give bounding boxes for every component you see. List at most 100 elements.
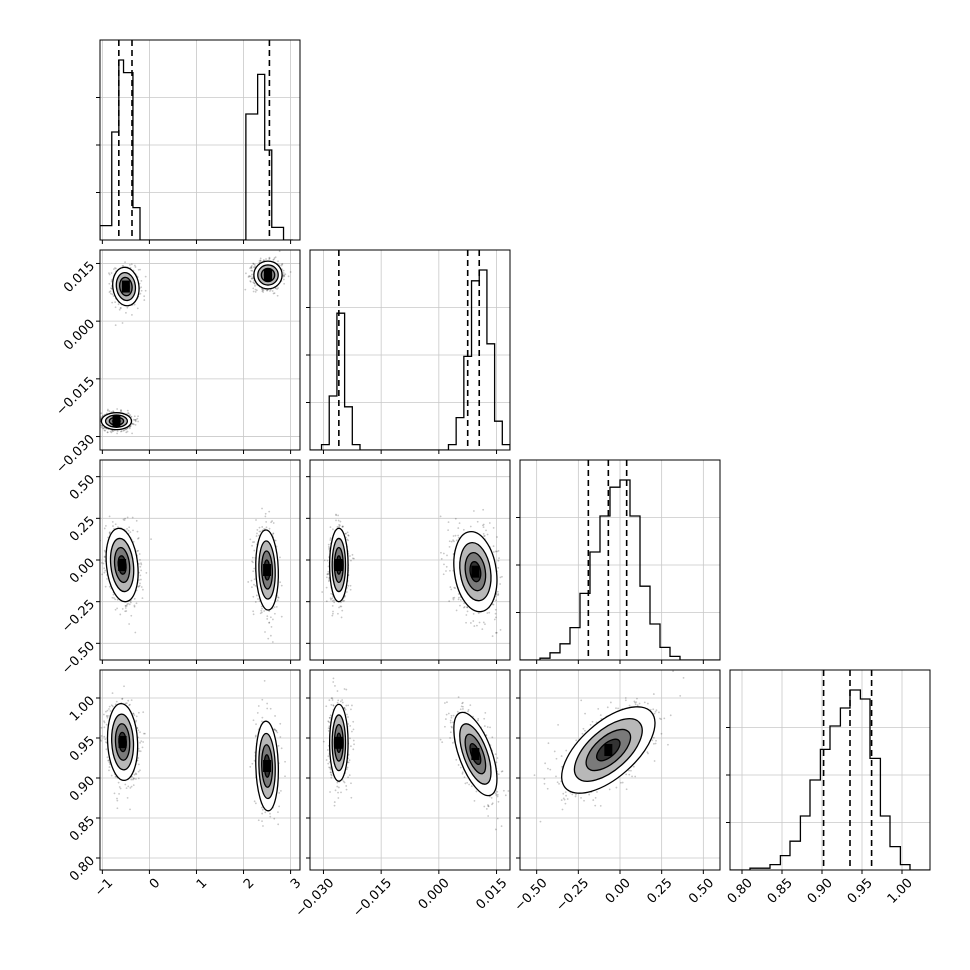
sample-point [278,250,281,253]
sample-point [327,545,330,548]
sample-point [339,520,342,523]
sample-point [466,610,469,613]
sample-point [463,602,466,605]
sample-point [134,419,137,421]
sample-point [134,423,137,426]
sample-point [272,533,275,535]
sample-point [494,608,497,611]
sample-point [116,430,119,432]
sample-point [347,534,350,537]
sample-point [103,549,106,552]
sample-point [116,607,118,610]
sample-point [93,428,95,430]
sample-point [126,516,129,519]
sample-point [112,525,114,527]
sample-point [142,588,144,591]
sample-point [277,596,280,599]
sample-point [279,556,281,559]
sample-point [452,597,455,599]
sample-point [135,602,138,605]
sample-point [127,412,130,414]
sample-point [277,287,280,289]
y-tick-label: −0.015 [53,374,98,419]
sample-point [268,621,271,624]
sample-point [258,526,261,529]
y-ticks [96,97,100,193]
sample-point [249,267,251,270]
sample-point [107,408,109,411]
sample-point [140,563,143,566]
sample-point [136,307,139,310]
sample-point [263,610,266,612]
panel-0-0 [96,39,301,244]
sample-point [277,260,279,263]
sample-point [121,322,124,324]
sample-point [338,606,340,609]
sample-point [250,264,253,267]
sample-point [268,621,271,624]
sample-point [499,576,502,579]
panel-1-1 [306,249,511,454]
sample-point [253,263,256,266]
sample-point [326,573,329,576]
sample-point [135,418,138,421]
sample-point [482,533,485,535]
sample-point [274,256,277,259]
sample-point [133,415,136,418]
sample-point [109,290,112,293]
sample-point [138,585,140,588]
density-peak [121,280,130,293]
sample-point [137,585,140,588]
sample-point [136,417,139,420]
sample-point [115,267,117,270]
sample-point [328,580,330,583]
sample-point [454,534,457,537]
sample-point [274,287,277,290]
sample-point [264,515,267,518]
sample-point [332,612,334,615]
sample-point [328,579,331,581]
sample-point [108,282,111,285]
sample-point [119,613,122,616]
sample-point [457,534,460,537]
sample-point [247,276,250,278]
sample-point [137,537,139,540]
sample-point [283,275,286,278]
sample-point [128,426,131,429]
sample-point [465,621,467,624]
sample-point [109,292,112,295]
density-peak [263,564,272,576]
sample-point [103,556,106,559]
sample-point [256,532,258,535]
sample-point [100,426,103,429]
sample-point [138,584,141,587]
sample-point [103,555,106,558]
sample-point [108,585,111,588]
sample-point [472,510,475,512]
sample-point [129,263,131,266]
sample-point [325,576,328,579]
sample-point [491,635,494,638]
sample-point [255,594,258,597]
sample-point [102,562,105,565]
sample-point [279,581,282,584]
sample-point [125,431,128,434]
sample-point [440,558,443,560]
sample-point [265,526,268,529]
sample-point [110,279,113,281]
sample-point [120,430,123,433]
sample-point [130,263,133,266]
sample-point [132,418,135,421]
x-ticks [101,660,292,664]
sample-point [340,605,343,608]
sample-point [335,513,337,516]
y-tick-label: 0.000 [61,317,98,354]
sample-point [111,430,114,432]
density-contours [100,412,133,431]
sample-point [253,541,256,543]
sample-point [267,637,270,640]
sample-point [449,586,452,588]
sample-point [112,593,115,596]
sample-point [129,531,132,533]
sample-point [124,604,127,607]
